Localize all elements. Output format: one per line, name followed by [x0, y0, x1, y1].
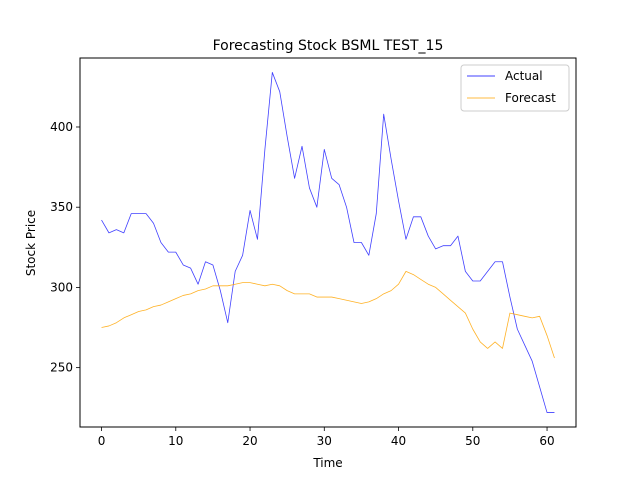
x-tick-label: 50 [465, 434, 480, 448]
y-tick-label: 250 [50, 361, 73, 375]
legend-label-actual: Actual [505, 69, 543, 83]
x-tick-label: 0 [98, 434, 106, 448]
x-axis-ticks: 0 10 20 30 40 50 60 [98, 427, 555, 448]
y-tick-label: 400 [50, 120, 73, 134]
y-axis-ticks: 250 300 350 400 [50, 120, 80, 375]
chart-title: Forecasting Stock BSML TEST_15 [213, 38, 444, 54]
y-tick-label: 350 [50, 200, 73, 214]
x-tick-label: 20 [242, 434, 257, 448]
x-tick-label: 60 [539, 434, 554, 448]
x-tick-label: 40 [391, 434, 406, 448]
x-tick-label: 30 [317, 434, 332, 448]
legend-box [460, 64, 570, 112]
x-tick-label: 10 [168, 434, 183, 448]
series-line-forecast [101, 270, 555, 359]
y-tick-label: 300 [50, 280, 73, 294]
legend-label-forecast: Forecast [505, 91, 556, 105]
series-lines [101, 72, 555, 413]
series-line-actual [101, 72, 555, 413]
plot-area-frame [79, 57, 577, 428]
legend: Actual Forecast [460, 64, 570, 112]
y-axis-label: Stock Price [24, 210, 38, 276]
x-axis-label: Time [312, 456, 342, 470]
